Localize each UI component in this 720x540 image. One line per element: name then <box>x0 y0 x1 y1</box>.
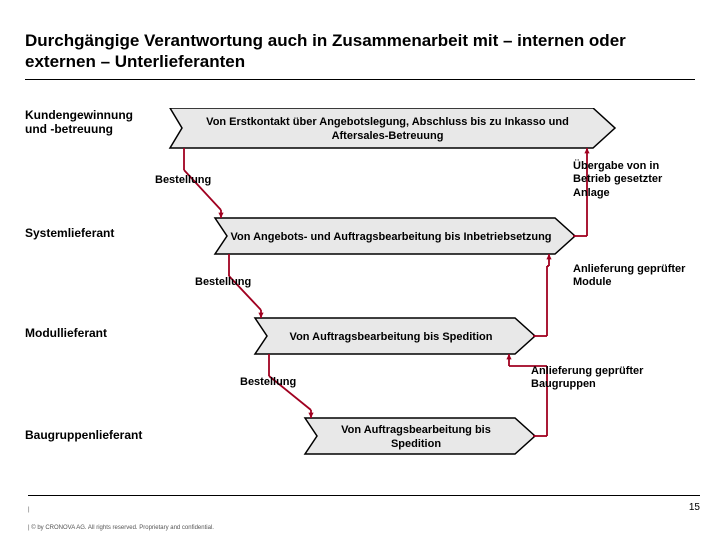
svg-text:Von Auftragsbearbeitung bis Sp: Von Auftragsbearbeitung bis Spedition <box>290 331 493 343</box>
page-number: 15 <box>689 502 700 513</box>
role-system: Systemlieferant <box>25 226 145 240</box>
diagram-canvas: Von Erstkontakt über Angebotslegung, Abs… <box>25 108 695 488</box>
label-bestellung-3: Bestellung <box>240 376 296 388</box>
label-bestellung-1: Bestellung <box>155 174 211 186</box>
svg-text:Von Auftragsbearbeitung bis: Von Auftragsbearbeitung bis <box>341 424 491 436</box>
footer-text: | © by CRONOVA AG. All rights reserved. … <box>28 525 214 531</box>
svg-text:Von Erstkontakt über Angebotsl: Von Erstkontakt über Angebotslegung, Abs… <box>206 116 569 128</box>
role-customer: Kundengewinnung und -betreuung <box>25 108 145 137</box>
svg-text:Von Angebots- und Auftragsbear: Von Angebots- und Auftragsbearbeitung bi… <box>230 231 551 243</box>
footer: | | © by CRONOVA AG. All rights reserved… <box>28 495 700 534</box>
label-bestellung-2: Bestellung <box>195 276 251 288</box>
footer-bar: | <box>28 507 30 513</box>
note-anlieferung-module: Anlieferung geprüfter Module <box>573 263 693 291</box>
role-module: Modullieferant <box>25 326 145 340</box>
note-anlieferung-baugruppen: Anlieferung geprüfter Baugruppen <box>531 365 651 393</box>
note-uebergabe: Übergabe von in Betrieb gesetzter Anlage <box>573 160 693 201</box>
slide-title: Durchgängige Verantwortung auch in Zusam… <box>25 30 695 80</box>
svg-text:Spedition: Spedition <box>391 438 441 450</box>
svg-text:Aftersales-Betreuung: Aftersales-Betreuung <box>332 130 444 142</box>
role-baugruppe: Baugruppenlieferant <box>25 428 145 442</box>
